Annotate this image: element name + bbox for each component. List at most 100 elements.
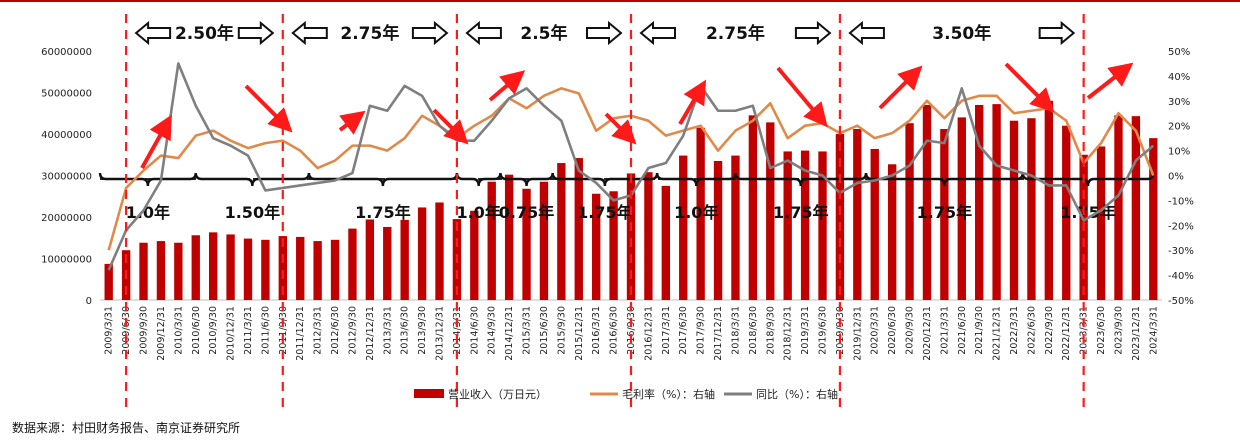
right-arrow-icon [794,20,832,46]
y-right-tick-label: 10% [1168,147,1190,158]
bar [870,148,879,300]
bar [348,228,357,300]
bar [226,234,235,300]
bar [905,123,914,301]
bar [609,191,618,300]
sub-cycle-label: 1.0年 [674,203,718,222]
x-tick-label: 2022/9/30 [1044,306,1055,355]
bar [1131,116,1141,300]
x-tick-label: 2015/3/31 [522,306,533,355]
trend-arrow-icon [338,110,366,135]
source-note: 数据来源：村田财务报告、南京证券研究所 [12,421,241,435]
x-tick-label: 2019/3/31 [800,306,811,355]
left-arrow-icon [291,20,328,46]
bar [1009,120,1019,300]
bar [191,235,200,300]
x-tick-label: 2020/9/30 [905,306,916,355]
trend-arrow-icon [432,108,469,145]
y-right-tick-label: -10% [1168,196,1194,207]
sub-cycle-label: 1.0年 [456,203,500,222]
x-tick-label: 2017/12/31 [713,306,724,361]
y-right-tick-label: -50% [1168,296,1194,307]
x-tick-label: 2012/9/30 [347,306,358,355]
x-tick-label: 2011/6/30 [260,306,271,355]
bar [557,163,566,300]
x-tick-label: 2010/6/30 [191,306,202,355]
x-tick-label: 2019/9/30 [835,306,846,355]
right-arrow-icon [586,20,623,46]
bar [174,242,183,300]
bar [626,173,636,300]
x-tick-label: 2019/6/30 [818,306,829,355]
bar [296,236,305,300]
bar [278,236,287,300]
x-tick-label: 2016/3/31 [591,306,602,355]
x-tick-label: 2022/3/31 [1009,306,1020,355]
bar [208,232,218,300]
left-arrow-icon [848,20,885,46]
bar [957,117,966,301]
right-arrow-icon [1038,20,1076,46]
bar [592,193,601,300]
x-tick-label: 2014/9/30 [487,306,498,355]
y-left-tick-label: 20000000 [41,213,92,224]
trend-arrow-icon [1086,62,1134,100]
x-tick-label: 2011/12/31 [295,306,306,361]
bar [835,134,845,300]
x-tick-label: 2023/6/30 [1096,306,1107,355]
x-tick-label: 2024/3/31 [1148,306,1159,355]
cycle-label: 2.75年 [340,23,399,44]
bar [696,127,705,301]
bar [992,104,1001,301]
x-tick-label: 2021/3/31 [939,306,950,355]
x-tick-label: 2011/3/31 [243,306,254,355]
y-left-tick-label: 0 [86,296,92,307]
bar [748,115,758,300]
x-tick-label: 2017/3/31 [661,306,672,355]
x-tick-label: 2015/12/31 [574,306,585,361]
x-tick-label: 2013/9/30 [417,306,428,355]
bar [383,226,392,300]
x-tick-label: 2010/12/31 [226,306,237,361]
x-tick-label: 2018/6/30 [748,306,759,355]
trend-arrow-icon [1004,62,1055,113]
x-tick-label: 2023/3/31 [1079,306,1090,355]
x-tick-label: 2020/6/30 [887,306,898,355]
x-tick-label: 2022/6/30 [1026,306,1037,355]
x-tick-label: 2020/3/31 [870,306,881,355]
cycle-label: 2.5年 [520,23,567,44]
bar [922,104,932,300]
x-tick-label: 2021/9/30 [974,306,985,355]
x-tick-label: 2017/9/30 [696,306,707,355]
left-arrow-icon [639,20,676,46]
sub-cycle-brackets: 1.0年 1.50年 1.75年 1.0年0.75年 1.75年 1.0年 1.75年 1.7… [98,172,1155,222]
cycle-label: 2.75年 [706,23,765,44]
y-right-tick-label: -20% [1168,221,1194,232]
y-right-tick-label: -40% [1168,271,1194,282]
bar [1096,146,1106,300]
bar [330,239,340,300]
bar [522,188,531,300]
bar [853,129,862,300]
sub-cycle-label: 1.75年 [917,203,972,222]
y-left-tick-label: 10000000 [41,255,92,266]
bar [400,219,409,300]
bar [470,210,479,300]
axes: 60000000 50000000 40000000 30000000 20000000… [41,47,1194,361]
sub-cycle-bracket [1021,172,1155,187]
sub-cycle-label: 1.75年 [773,203,828,222]
bar [313,241,322,300]
x-tick-label: 2013/6/30 [400,306,411,355]
sub-cycle-label: 1.75年 [355,203,410,222]
x-tick-label: 2009/9/30 [139,306,150,355]
cycle-label: 3.50年 [932,23,991,44]
bar [574,158,583,300]
y-left-tick-label: 50000000 [41,89,92,100]
legend: 营业收入（万日元） 毛利率（%）：右轴 同比（%）：右轴 [414,387,838,401]
bar [661,185,670,300]
bar [644,172,653,300]
bar [435,202,444,300]
trend-arrow-icon [488,70,526,102]
cycle-dividers [125,14,1085,414]
